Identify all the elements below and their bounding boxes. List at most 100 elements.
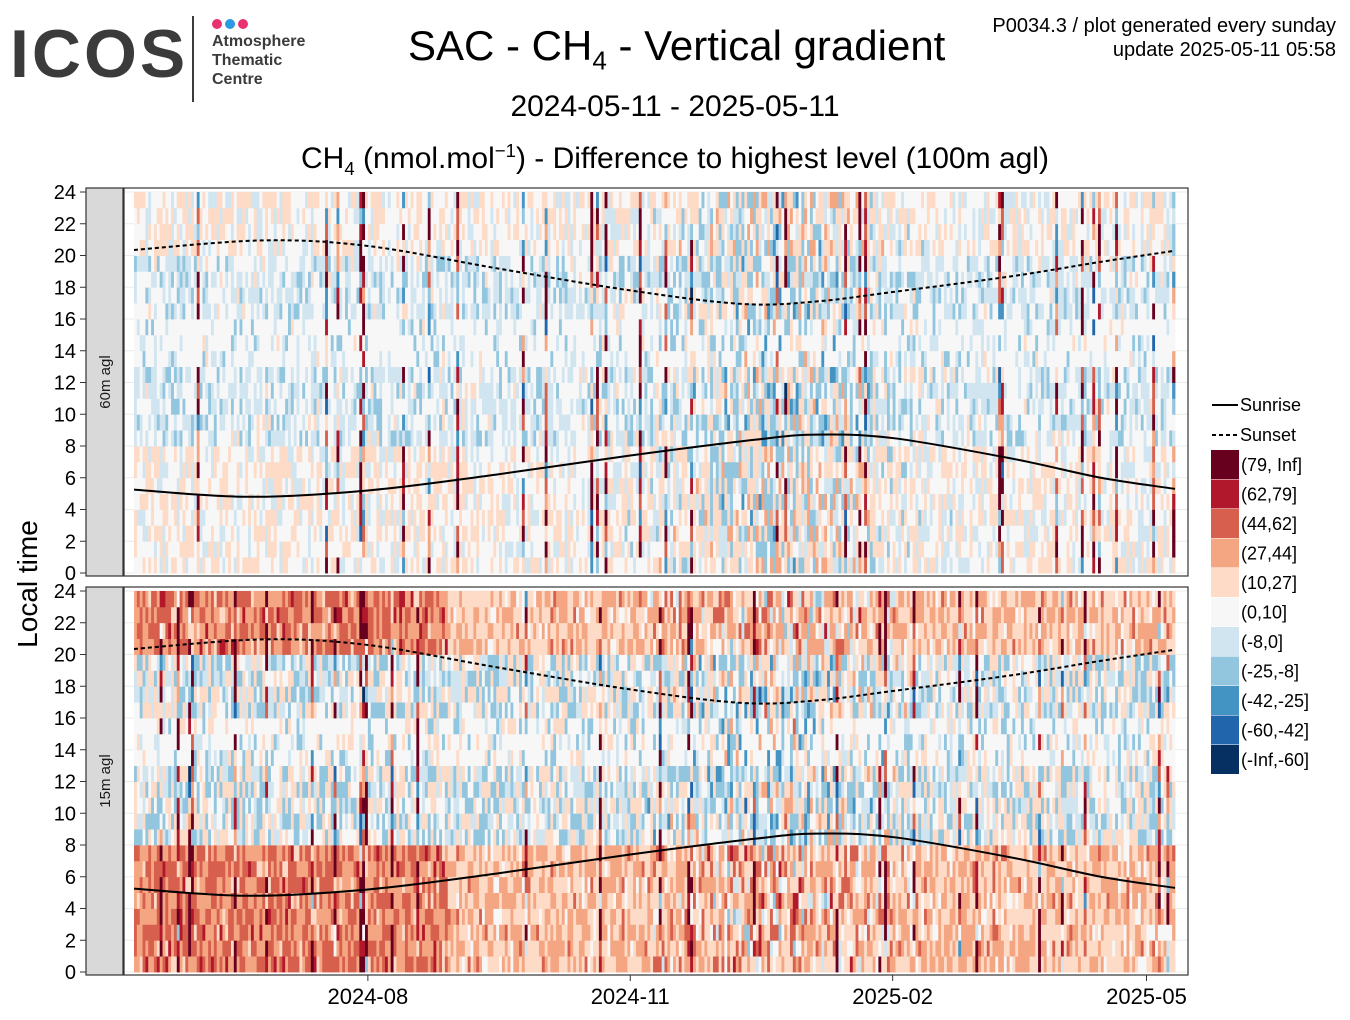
heatmap-cell <box>173 192 178 209</box>
heatmap-cell <box>313 446 317 463</box>
chart-title-subscript: 4 <box>592 45 607 76</box>
heatmap-cell <box>633 192 637 209</box>
heatmap-cell <box>556 430 560 447</box>
heatmap-cell <box>282 430 286 447</box>
heatmap-cell <box>493 398 497 415</box>
heatmap-cell <box>336 223 340 241</box>
heatmap-cell <box>453 382 457 399</box>
heatmap-cell <box>156 334 161 352</box>
heatmap-cell <box>484 493 489 510</box>
heatmap-cell <box>390 303 394 320</box>
heatmap-cell <box>216 446 220 463</box>
heatmap-cell <box>159 446 163 463</box>
heatmap-cell <box>413 192 417 209</box>
heatmap-cell <box>536 271 540 288</box>
heatmap-cell <box>598 477 603 495</box>
heatmap-cell <box>350 192 355 209</box>
heatmap-cell <box>621 239 625 256</box>
heatmap-cell <box>196 477 200 495</box>
heatmap-cell <box>593 239 597 256</box>
heatmap-cell <box>541 287 546 304</box>
heatmap-cell <box>430 525 434 542</box>
heatmap-cell <box>270 319 275 336</box>
heatmap-cell <box>695 255 700 272</box>
heatmap-cell <box>627 271 631 288</box>
heatmap-cell <box>493 319 497 336</box>
heatmap-cell <box>667 255 671 272</box>
heatmap-cell <box>422 192 426 209</box>
heatmap-cell <box>242 350 246 368</box>
heatmap-cell <box>442 430 446 447</box>
heatmap-cell <box>553 366 557 383</box>
heatmap-cell <box>553 414 557 431</box>
heatmap-cell <box>587 398 591 415</box>
heatmap-cell <box>453 509 457 526</box>
heatmap-cell <box>316 557 320 574</box>
heatmap-cell <box>584 446 588 463</box>
heatmap-cell <box>690 525 694 542</box>
heatmap-cell <box>701 493 705 510</box>
heatmap-cell <box>250 557 255 574</box>
heatmap-cell <box>658 382 663 399</box>
heatmap-cell <box>362 239 366 256</box>
heatmap-cell <box>330 239 335 256</box>
heatmap-cell <box>633 477 637 495</box>
heatmap-cell <box>259 255 263 272</box>
heatmap-cell <box>404 398 409 415</box>
heatmap-cell <box>513 557 517 574</box>
heatmap-cell <box>387 382 392 399</box>
heatmap-cell <box>573 239 577 256</box>
heatmap-cell <box>444 382 449 399</box>
heatmap-cell <box>259 430 263 447</box>
heatmap-cell <box>233 319 238 336</box>
heatmap-cell <box>171 192 175 209</box>
heatmap-cell <box>607 271 611 288</box>
heatmap-cell <box>413 541 417 558</box>
heatmap-cell <box>590 334 594 352</box>
heatmap-cell <box>527 430 531 447</box>
heatmap-cell <box>387 366 392 383</box>
heatmap-cell <box>453 541 457 558</box>
heatmap-cell <box>718 303 722 320</box>
heatmap-cell <box>590 509 594 526</box>
heatmap-cell <box>547 477 551 495</box>
heatmap-cell <box>675 477 680 495</box>
heatmap-cell <box>704 350 708 368</box>
heatmap-cell <box>547 255 551 272</box>
heatmap-cell <box>270 398 275 415</box>
heatmap-cell <box>376 192 380 209</box>
heatmap-cell <box>695 382 700 399</box>
heatmap-cell <box>576 446 580 463</box>
heatmap-cell <box>196 303 200 320</box>
heatmap-cell <box>322 350 326 368</box>
heatmap-cell <box>290 271 295 288</box>
heatmap-cell <box>205 398 209 415</box>
heatmap-cell <box>134 192 138 209</box>
heatmap-cell <box>168 319 172 336</box>
heatmap-cell <box>353 525 357 542</box>
heatmap-cell <box>239 477 243 495</box>
heatmap-cell <box>433 334 437 352</box>
heatmap-cell <box>253 509 258 526</box>
heatmap-cell <box>302 461 306 479</box>
heatmap-cell <box>265 287 269 304</box>
heatmap-cell <box>156 319 161 336</box>
heatmap-cell <box>216 192 220 209</box>
heatmap-cell <box>216 287 220 304</box>
heatmap-cell <box>156 223 161 241</box>
heatmap-cell <box>547 382 551 399</box>
heatmap-cell <box>168 525 172 542</box>
heatmap-cell <box>410 287 414 304</box>
heatmap-cell <box>570 414 574 431</box>
heatmap-cell <box>239 446 243 463</box>
heatmap-cell <box>390 557 394 574</box>
heatmap-cell <box>707 398 711 415</box>
heatmap-cell <box>718 223 722 241</box>
heatmap-cell <box>356 461 360 479</box>
heatmap-cell <box>205 366 209 383</box>
heatmap-cell <box>655 223 660 241</box>
heatmap-cell <box>239 541 243 558</box>
heatmap-cell <box>567 525 571 542</box>
heatmap-cell <box>353 493 357 510</box>
heatmap-cell <box>690 446 694 463</box>
